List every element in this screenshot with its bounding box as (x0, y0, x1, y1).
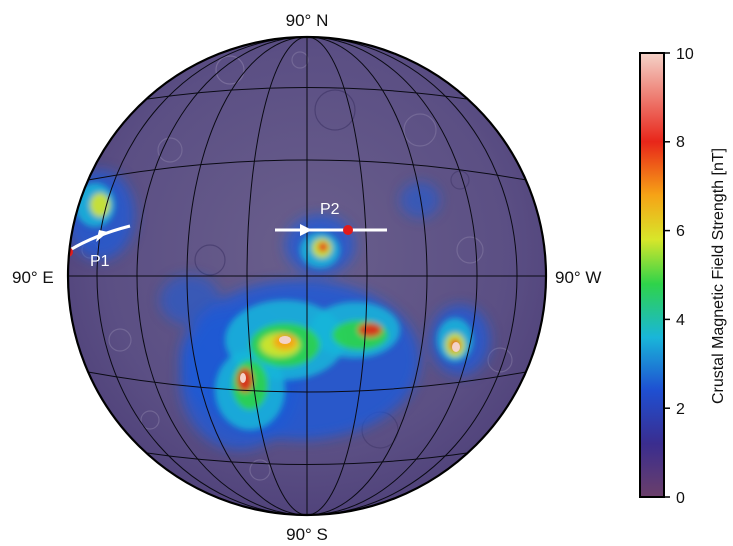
track-p2 (275, 224, 387, 236)
graticule (68, 37, 546, 515)
crater-texture (81, 51, 513, 481)
east-label: 90° E (12, 268, 54, 287)
west-label: 90° W (555, 268, 601, 287)
colorbar-tick-8: 8 (676, 134, 685, 151)
colorbar-tick-2: 2 (676, 401, 685, 418)
colorbar: 0 2 4 6 8 10 Crustal Magnetic Field Stre… (639, 46, 727, 507)
colorbar-ticks (664, 52, 670, 498)
colorbar-tick-0: 0 (676, 490, 685, 507)
south-label: 90° S (286, 525, 328, 544)
colorbar-tick-10: 10 (676, 46, 694, 63)
colorbar-title: Crustal Magnetic Field Strength [nT] (710, 148, 727, 404)
colorbar-tick-6: 6 (676, 223, 685, 240)
colorbar-tick-4: 4 (676, 312, 685, 329)
north-label: 90° N (286, 11, 329, 30)
track-label-p2: P2 (320, 201, 340, 218)
colorbar-gradient (639, 52, 665, 498)
track-label-p1: P1 (90, 253, 110, 270)
globe (66, 35, 548, 517)
magnetic-anomalies (68, 170, 490, 450)
